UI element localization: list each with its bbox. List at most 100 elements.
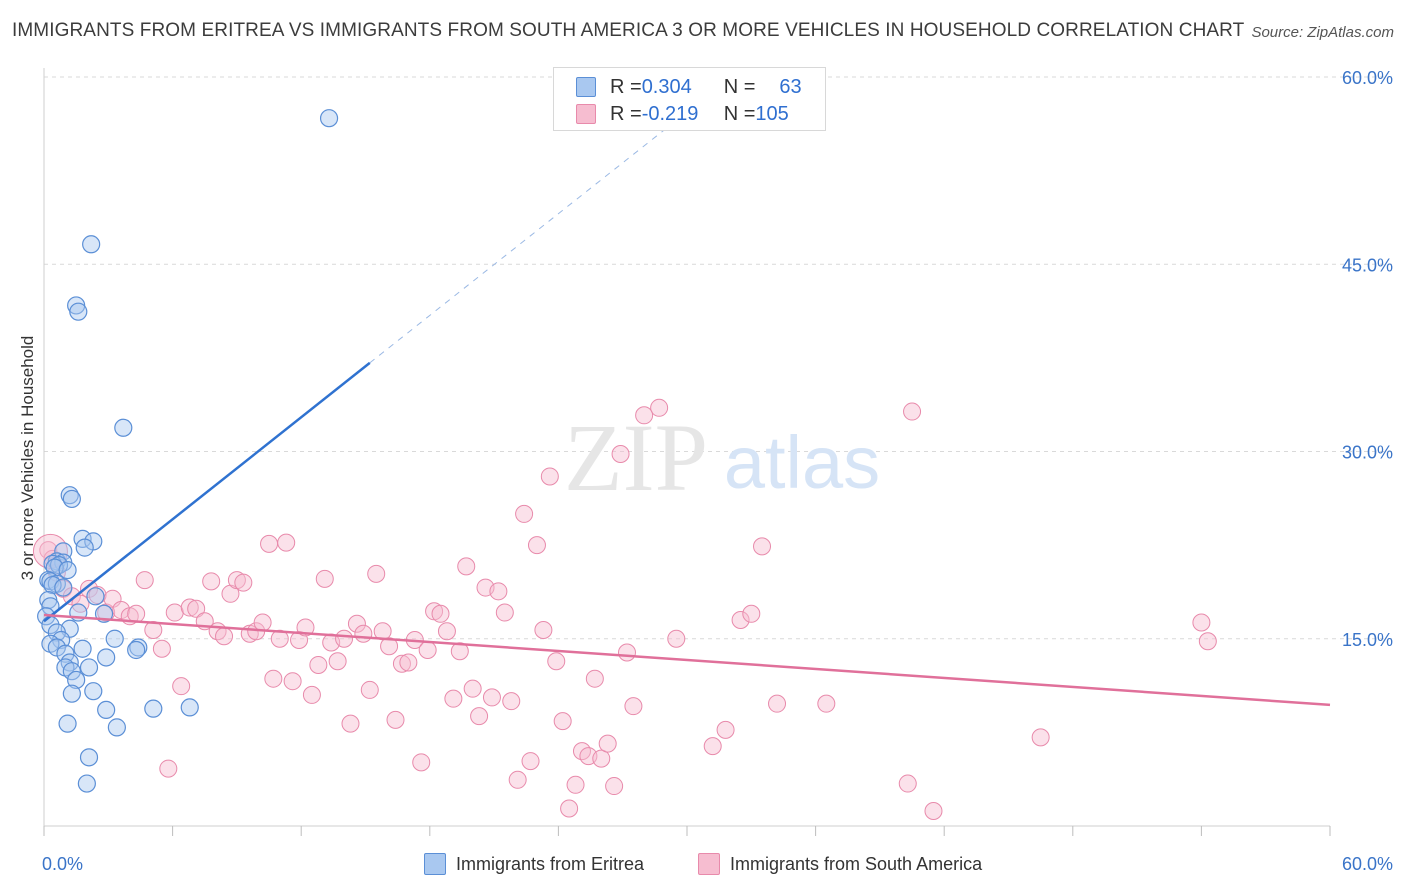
south-america-point: [508, 770, 527, 789]
eritrea-point: [62, 489, 81, 509]
south-america-point: [553, 712, 572, 731]
bottom-legend-label-eritrea: Immigrants from Eritrea: [456, 853, 645, 874]
eritrea-point: [97, 648, 116, 667]
south-america-point: [165, 603, 184, 622]
y-axis-label: 3 or more Vehicles in Household: [18, 335, 37, 581]
south-america-point: [624, 697, 643, 716]
south-america-point: [635, 406, 654, 425]
south-america-point: [560, 799, 579, 818]
axes: [43, 68, 1331, 836]
south-america-point: [152, 639, 171, 658]
south-america-point: [159, 759, 178, 778]
south-america-trend-line: [43, 613, 1331, 707]
south-america-point: [768, 694, 787, 713]
legend-r-label: R =: [610, 102, 642, 125]
south-america-point: [354, 624, 373, 643]
legend-r-value-eritrea: 0.304: [641, 75, 692, 98]
south-america-point: [540, 467, 559, 486]
eritrea-point: [82, 235, 101, 254]
y-tick-label: 60.0%: [1342, 68, 1393, 88]
south-america-point: [495, 603, 514, 622]
bottom-legend-swatch-eritrea: [424, 853, 446, 875]
south-america-point: [566, 775, 585, 794]
south-america-point: [753, 537, 772, 556]
eritrea-point: [79, 658, 99, 677]
legend-n-label: N =: [723, 102, 756, 125]
eritrea-points: [37, 109, 339, 793]
south-america-point: [309, 655, 328, 674]
legend-n-value-eritrea: 63: [779, 75, 802, 98]
legend-r-value-south-america: -0.219: [641, 102, 699, 125]
trend-lines: [43, 111, 1331, 707]
south-america-point: [515, 504, 534, 523]
eritrea-point: [180, 698, 199, 717]
y-tick-labels: 15.0% 30.0% 45.0% 60.0%: [1342, 68, 1393, 650]
south-america-point: [617, 643, 636, 662]
legend-row-south-america: R = -0.219 N = 105: [576, 102, 789, 126]
south-america-point: [431, 604, 450, 623]
south-america-point: [482, 688, 501, 707]
legend-r-label: R =: [610, 75, 642, 98]
south-america-point: [328, 652, 347, 671]
eritrea-point: [62, 662, 81, 681]
south-america-point: [180, 598, 199, 617]
south-america-point: [315, 569, 334, 588]
legend-n-label: N =: [723, 75, 756, 98]
south-america-point: [667, 629, 686, 648]
south-america-point: [335, 629, 354, 648]
stats-legend: R = 0.304 N = 63 R = -0.219 N = 105: [553, 67, 826, 131]
south-america-point: [611, 444, 630, 463]
y-tick-label: 45.0%: [1342, 255, 1393, 275]
south-america-point: [399, 653, 418, 672]
south-america-point: [437, 622, 456, 641]
bottom-legend-eritrea: Immigrants from Eritrea: [424, 852, 644, 876]
south-america-point: [1031, 728, 1050, 747]
eritrea-point: [62, 684, 81, 703]
south-america-point: [1198, 632, 1217, 651]
legend-n-value-south-america: 105: [755, 102, 789, 125]
watermark-zip: ZIP: [564, 404, 708, 511]
south-america-point: [392, 654, 411, 673]
south-america-point: [521, 752, 540, 771]
south-america-point: [341, 714, 360, 733]
x-tick-label: 60.0%: [1342, 854, 1393, 874]
eritrea-point: [129, 638, 148, 657]
south-america-point: [412, 753, 431, 772]
south-america-point: [380, 637, 399, 656]
south-america-point: [360, 680, 379, 699]
grid-lines: [44, 76, 1392, 640]
south-america-point: [418, 640, 437, 659]
chart-title: IMMIGRANTS FROM ERITREA VS IMMIGRANTS FR…: [12, 20, 1245, 41]
south-america-point: [547, 652, 566, 671]
x-tick-labels: 0.0% 60.0%: [42, 854, 1393, 874]
south-america-point: [716, 720, 735, 739]
south-america-point: [135, 571, 154, 590]
south-america-point: [457, 557, 476, 576]
eritrea-point: [86, 587, 105, 606]
south-america-point: [172, 677, 191, 696]
legend-swatch-eritrea: [576, 77, 596, 97]
bottom-legend-south-america: Immigrants from South America: [698, 852, 982, 876]
eritrea-point: [77, 774, 96, 793]
south-america-point: [450, 642, 469, 661]
legend-swatch-south-america: [576, 104, 596, 124]
south-america-point: [489, 582, 508, 601]
south-america-point: [703, 737, 722, 756]
south-america-point: [592, 749, 611, 768]
south-america-point: [598, 734, 617, 753]
eritrea-point: [107, 718, 126, 737]
eritrea-point: [144, 699, 163, 718]
source-label: Source: ZipAtlas.com: [1251, 24, 1394, 41]
south-america-point: [386, 710, 405, 729]
south-america-point: [127, 604, 146, 623]
y-tick-label: 15.0%: [1342, 630, 1393, 650]
south-america-point: [924, 802, 943, 821]
south-america-point: [463, 679, 482, 698]
x-tick-label: 0.0%: [42, 854, 83, 874]
south-america-point: [302, 685, 321, 704]
south-america-point: [215, 627, 234, 646]
south-america-point: [347, 614, 366, 633]
eritrea-point: [319, 109, 339, 128]
eritrea-point: [84, 682, 103, 701]
